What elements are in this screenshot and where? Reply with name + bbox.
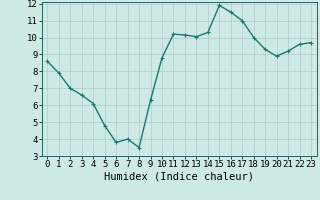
X-axis label: Humidex (Indice chaleur): Humidex (Indice chaleur): [104, 172, 254, 182]
